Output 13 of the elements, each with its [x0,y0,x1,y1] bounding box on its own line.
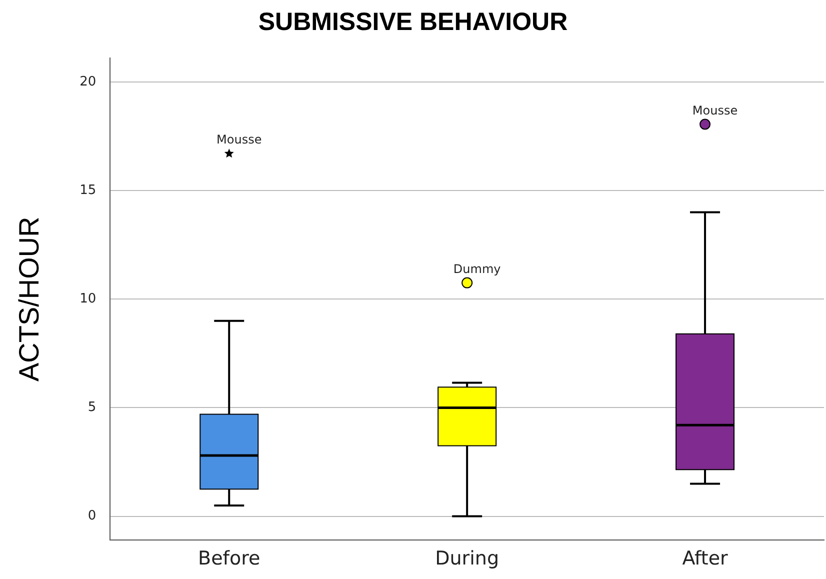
y-tick-label: 5 [88,400,96,416]
y-tick-label: 20 [80,74,96,90]
y-tick-label: 15 [80,182,96,198]
y-tick-label: 10 [80,291,96,306]
x-tick-label: After [682,548,728,570]
chart-title: SUBMISSIVE BEHAVIOUR [257,8,569,37]
x-tick-label: Before [198,548,260,570]
y-tick-label: 0 [88,508,96,524]
y-axis-title: ACTS/HOUR [14,216,45,382]
x-tick-label: During [435,548,500,570]
annotation: Dummy [453,262,501,276]
annotation: Mousse [216,132,262,147]
annotation: Mousse [692,103,738,118]
